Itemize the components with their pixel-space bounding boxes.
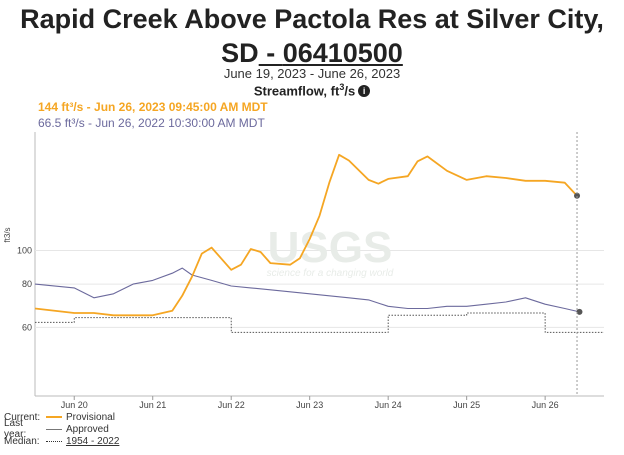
title-prefix: Rapid Creek Above Pactola Res at Silver … xyxy=(20,4,604,34)
y-axis-label: ft3/s xyxy=(3,227,12,242)
endpoint-marker-current[interactable] xyxy=(574,192,581,199)
legend-last-text: Approved xyxy=(66,423,109,435)
x-tick-label-23: Jun 23 xyxy=(296,400,323,410)
y-tick-label-80: 80 xyxy=(22,279,32,289)
hydrograph-chart[interactable]: 60 80 100 ft3/s Jun 20 Jun 21 Jun 22 Jun 23 Jun … xyxy=(0,0,624,412)
title-state: SD xyxy=(221,38,259,68)
parameter-label: Streamflow, ft3/s i xyxy=(0,82,624,98)
parameter-suffix: /s xyxy=(344,83,356,99)
site-id-link[interactable]: 06410500 xyxy=(282,38,403,68)
y-tick-label-60: 60 xyxy=(22,322,32,332)
legend-current-text: Provisional xyxy=(66,411,115,423)
series-median[interactable] xyxy=(35,312,604,333)
x-tick-label-21: Jun 21 xyxy=(139,400,166,410)
legend-current-label: Current: xyxy=(4,411,41,423)
series-current[interactable] xyxy=(34,153,578,317)
legend-last-label: Last year: xyxy=(4,418,27,440)
endpoint-marker-last-year[interactable] xyxy=(576,308,583,315)
legend-current-swatch xyxy=(46,416,62,418)
parameter-text: Streamflow, ft xyxy=(253,83,340,99)
tooltip-last-year: 66.5 ft³/s - Jun 26, 2022 10:30:00 AM MD… xyxy=(38,116,265,130)
parameter-sup: 3 xyxy=(339,82,345,92)
x-tick-label-24: Jun 24 xyxy=(375,400,402,410)
legend-median-text[interactable]: 1954 - 2022 xyxy=(66,435,120,447)
tooltip-current: 144 ft³/s - Jun 26, 2023 09:45:00 AM MDT xyxy=(38,100,268,114)
x-tick-label-26: Jun 26 xyxy=(532,400,559,410)
x-tick-label-20: Jun 20 xyxy=(61,400,88,410)
chart-title: Rapid Creek Above Pactola Res at Silver … xyxy=(0,2,624,70)
legend-median-label: Median: xyxy=(4,435,40,447)
title-separator: - xyxy=(258,38,283,68)
y-tick-label-100: 100 xyxy=(17,246,32,256)
legend-median: Median: 1954 - 2022 xyxy=(4,435,119,447)
series-last-year[interactable] xyxy=(34,267,580,313)
legend-last-year: Last year: Approved xyxy=(4,418,119,440)
date-range: June 19, 2023 - June 26, 2023 xyxy=(223,66,401,81)
usgs-watermark-tagline: science for a changing world xyxy=(267,268,394,279)
x-tick-label-25: Jun 25 xyxy=(453,400,480,410)
legend-median-swatch xyxy=(46,440,62,442)
info-icon[interactable]: i xyxy=(358,85,371,98)
legend-current: Current: Provisional xyxy=(4,411,119,423)
legend: Current: Provisional Last year: Approved… xyxy=(4,411,119,447)
x-tick-label-22: Jun 22 xyxy=(218,400,245,410)
legend-last-swatch xyxy=(46,428,62,430)
